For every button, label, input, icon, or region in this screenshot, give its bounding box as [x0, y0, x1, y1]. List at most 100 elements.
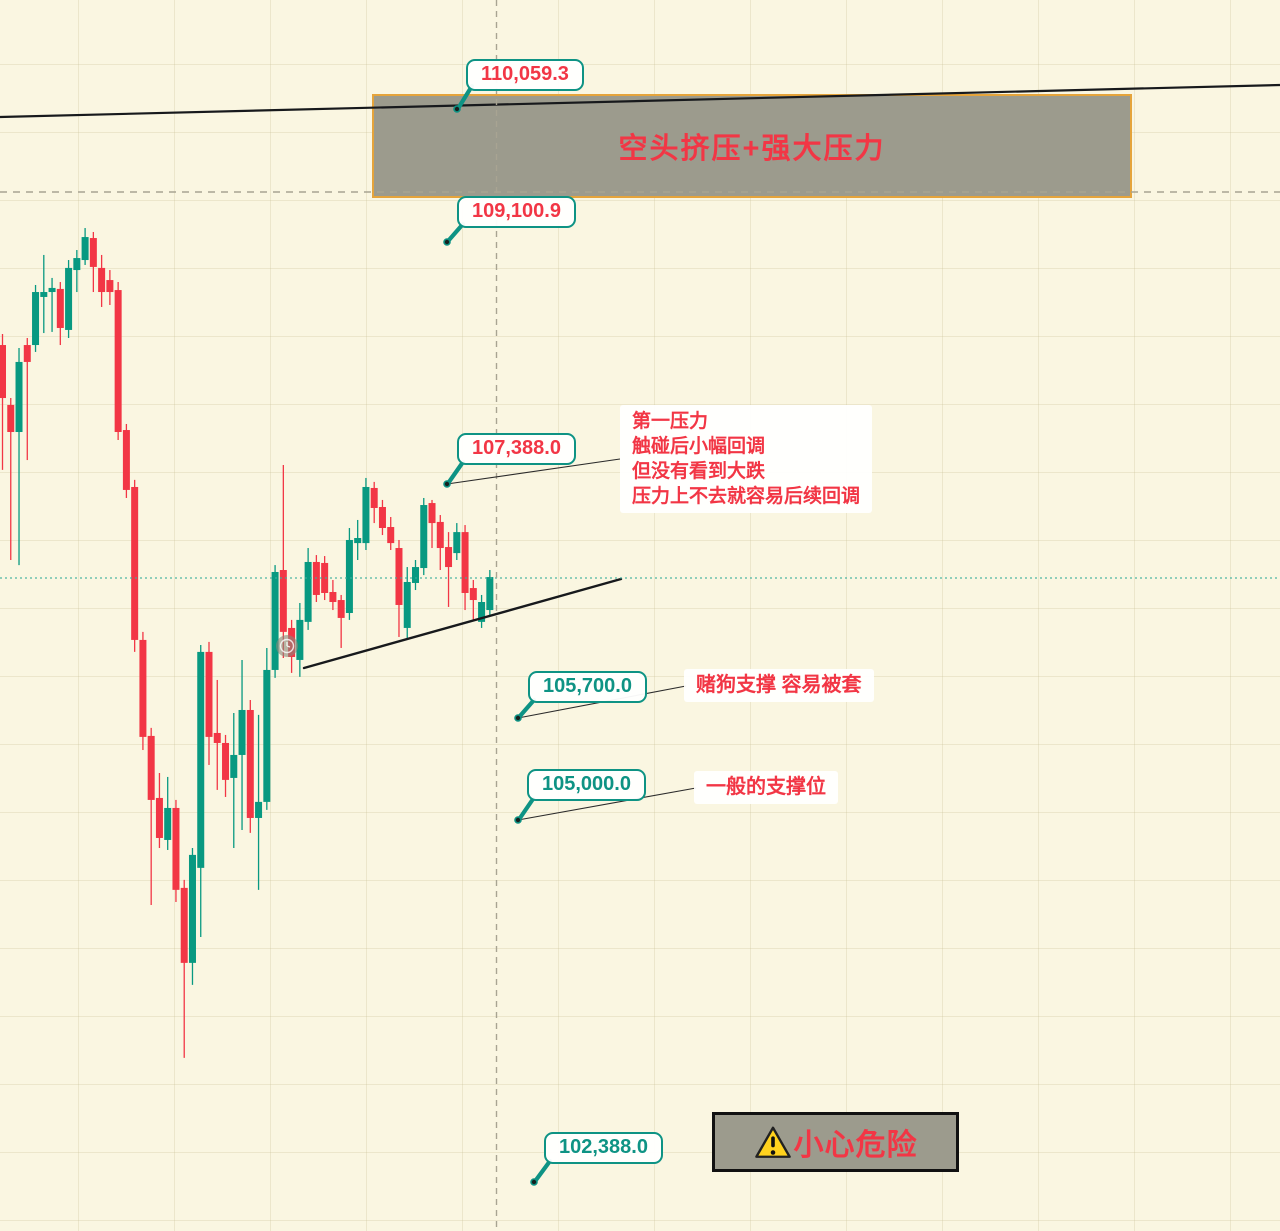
candle-body: [188, 854, 196, 963]
warning-text: 小心危险: [793, 1129, 918, 1162]
candle-body: [412, 567, 419, 583]
candle-body: [205, 651, 213, 737]
candle-body: [354, 538, 362, 544]
gambler-support-note[interactable]: 赌狗支撑 容易被套: [684, 669, 874, 702]
candle-body: [445, 547, 453, 568]
candle-body: [428, 503, 436, 524]
candle-body: [378, 506, 386, 529]
candle-body: [296, 619, 304, 660]
normal-support-note[interactable]: 一般的支撑位: [694, 771, 838, 804]
price-flag-109100[interactable]: 109,100.9: [457, 196, 576, 228]
candle-body: [362, 486, 370, 544]
price-flag-107388-text: 107,388.0: [472, 437, 561, 459]
price-flag-105700[interactable]: 105,700.0: [528, 671, 647, 703]
candle-body: [420, 505, 428, 569]
price-anchor-dot[interactable]: [443, 480, 451, 488]
note-connector-line: [517, 787, 697, 821]
candle-body: [147, 735, 155, 800]
price-flag-109100-text: 109,100.9: [472, 200, 561, 222]
price-flag-102388[interactable]: 102,388.0: [544, 1132, 663, 1164]
candle-body: [337, 600, 345, 618]
candle-body: [246, 709, 254, 818]
candle-body: [478, 602, 486, 622]
price-flag-tail: [517, 697, 537, 719]
candle-body: [131, 486, 139, 640]
danger-warning-box[interactable]: 小心危险: [712, 1112, 959, 1172]
candle-body: [213, 732, 221, 743]
price-flag-tail: [533, 1158, 553, 1183]
candle-body: [304, 561, 312, 622]
candle-body: [469, 588, 477, 601]
candle-body: [271, 571, 279, 670]
candle-body: [106, 280, 114, 293]
candle-body: [453, 532, 461, 554]
candle-body: [23, 345, 31, 362]
candle-body: [114, 290, 122, 433]
price-anchor-dot[interactable]: [530, 1178, 538, 1186]
candle-body: [0, 345, 6, 399]
candle-body: [172, 807, 180, 890]
clock-marker-hands: [286, 642, 291, 648]
candle-body: [89, 238, 97, 267]
price-flag-102388-text: 102,388.0: [559, 1136, 648, 1158]
candle-body: [403, 581, 411, 628]
candle-body: [164, 807, 172, 840]
price-flag-107388[interactable]: 107,388.0: [457, 433, 576, 465]
candle-body: [486, 577, 494, 611]
resistance-zone-label: 空头挤压+强大压力: [618, 133, 886, 165]
candle-body: [395, 548, 403, 605]
candle-body: [139, 639, 147, 737]
candle-body: [32, 292, 40, 346]
price-flag-105700-text: 105,700.0: [543, 675, 632, 697]
warning-icon: [754, 1126, 791, 1158]
price-flag-tail: [517, 796, 536, 821]
candle-body: [345, 539, 353, 614]
candle-body: [65, 267, 73, 330]
candle-body: [238, 709, 246, 755]
pressure-note[interactable]: 第一压力 触碰后小幅回调 但没有看到大跌 压力上不去就容易后续回调: [620, 405, 873, 513]
pressure-note-line-2: 触碰后小幅回调: [632, 436, 766, 457]
candle-body: [263, 669, 271, 802]
candle-body: [279, 570, 287, 632]
candle-body: [255, 801, 263, 818]
candle-body: [197, 651, 205, 868]
candle-body: [321, 562, 329, 593]
price-anchor-dot[interactable]: [514, 816, 522, 824]
candle-body: [7, 404, 15, 433]
price-flag-tail: [446, 459, 466, 485]
candle-body: [180, 887, 188, 963]
price-flag-110059[interactable]: 110,059.3: [466, 59, 584, 91]
pressure-note-line-4: 压力上不去就容易后续回调: [632, 486, 861, 507]
candle-body: [230, 754, 238, 778]
resistance-zone[interactable]: 空头挤压+强大压力: [372, 94, 1132, 198]
candle-body: [329, 592, 337, 603]
resistance-trendline[interactable]: [0, 83, 1280, 119]
candle-body: [56, 288, 64, 328]
candle-body: [48, 287, 56, 293]
price-flag-110059-text: 110,059.3: [481, 63, 569, 85]
candle-body: [370, 487, 378, 508]
candle-body: [122, 430, 130, 490]
pressure-note-line-3: 但没有看到大跌: [632, 461, 766, 482]
price-anchor-dot[interactable]: [453, 105, 461, 113]
pressure-note-line-1: 第一压力: [632, 411, 709, 432]
support-trendline[interactable]: [302, 577, 623, 670]
price-anchor-dot[interactable]: [514, 714, 522, 722]
clock-marker-face: [279, 638, 295, 654]
note-connector-line: [446, 458, 621, 485]
candle-body: [15, 361, 23, 433]
candle-body: [461, 532, 469, 593]
candle-body: [98, 267, 106, 293]
candle-body: [81, 237, 89, 261]
price-flag-105000[interactable]: 105,000.0: [527, 769, 646, 801]
candle-body: [40, 292, 48, 297]
candle-body: [73, 258, 81, 271]
price-flag-105000-text: 105,000.0: [542, 773, 631, 795]
price-anchor-dot[interactable]: [443, 238, 451, 246]
candle-body: [155, 797, 163, 838]
candle-body: [387, 527, 395, 544]
candle-body: [222, 742, 230, 780]
candle-body: [436, 521, 444, 549]
